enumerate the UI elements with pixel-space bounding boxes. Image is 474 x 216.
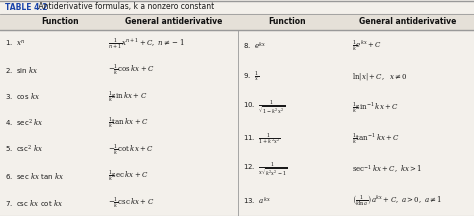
Text: $\frac{1}{k}\sin kx + C$: $\frac{1}{k}\sin kx + C$ bbox=[108, 89, 147, 104]
Bar bbox=[0, 14, 474, 30]
Text: 8.  $e^{kx}$: 8. $e^{kx}$ bbox=[243, 40, 266, 51]
Text: $\frac{1}{k}\tan^{-1} kx + C$: $\frac{1}{k}\tan^{-1} kx + C$ bbox=[352, 131, 400, 146]
Text: $\ln|x| + C,\ \ x \neq 0$: $\ln|x| + C,\ \ x \neq 0$ bbox=[352, 71, 408, 82]
Text: Antiderivative formulas, k a nonzero constant: Antiderivative formulas, k a nonzero con… bbox=[36, 3, 214, 11]
Text: $\frac{1}{k}\sin^{-1} kx + C$: $\frac{1}{k}\sin^{-1} kx + C$ bbox=[352, 100, 399, 115]
Text: 10.  $\frac{1}{\sqrt{1-k^2x^2}}$: 10. $\frac{1}{\sqrt{1-k^2x^2}}$ bbox=[243, 99, 285, 116]
Text: $\frac{1}{k}e^{kx} + C$: $\frac{1}{k}e^{kx} + C$ bbox=[352, 38, 382, 53]
Text: 6.  sec $kx$ tan $kx$: 6. sec $kx$ tan $kx$ bbox=[5, 171, 64, 181]
Text: $\frac{1}{k}\sec kx + C$: $\frac{1}{k}\sec kx + C$ bbox=[108, 169, 149, 183]
Text: 1.  $x^n$: 1. $x^n$ bbox=[5, 38, 25, 48]
Text: Function: Function bbox=[41, 17, 79, 27]
Text: $-\frac{1}{k}\cos kx + C$: $-\frac{1}{k}\cos kx + C$ bbox=[108, 63, 155, 77]
Text: $\left(\frac{1}{k\ln a}\right)a^{kx} + C,\ a>0,\ a\neq 1$: $\left(\frac{1}{k\ln a}\right)a^{kx} + C… bbox=[352, 193, 442, 208]
Text: 12.  $\frac{1}{x\sqrt{k^2x^2-1}}$: 12. $\frac{1}{x\sqrt{k^2x^2-1}}$ bbox=[243, 161, 288, 178]
Text: 9.  $\frac{1}{x}$: 9. $\frac{1}{x}$ bbox=[243, 70, 259, 83]
Text: TABLE 4.2: TABLE 4.2 bbox=[5, 3, 47, 11]
Text: General antiderivative: General antiderivative bbox=[125, 17, 223, 27]
Text: $\frac{1}{n+1}x^{n+1} + C,\ n \neq -1$: $\frac{1}{n+1}x^{n+1} + C,\ n \neq -1$ bbox=[108, 36, 184, 51]
Text: $\sec^{-1} kx + C,\ kx > 1$: $\sec^{-1} kx + C,\ kx > 1$ bbox=[352, 164, 422, 175]
Text: 7.  csc $kx$ cot $kx$: 7. csc $kx$ cot $kx$ bbox=[5, 198, 64, 208]
Text: $-\frac{1}{k}\cot kx + C$: $-\frac{1}{k}\cot kx + C$ bbox=[108, 142, 154, 157]
Text: General antiderivative: General antiderivative bbox=[359, 17, 456, 27]
Text: 3.  cos $kx$: 3. cos $kx$ bbox=[5, 91, 40, 102]
Text: $\frac{1}{k}\tan kx + C$: $\frac{1}{k}\tan kx + C$ bbox=[108, 116, 148, 130]
Text: 11.  $\frac{1}{1+k^2x^2}$: 11. $\frac{1}{1+k^2x^2}$ bbox=[243, 131, 281, 146]
Text: Function: Function bbox=[268, 17, 306, 27]
Text: 5.  csc$^2$ $kx$: 5. csc$^2$ $kx$ bbox=[5, 144, 43, 155]
Text: 4.  sec$^2$ $kx$: 4. sec$^2$ $kx$ bbox=[5, 117, 44, 129]
Text: $-\frac{1}{k}\csc kx + C$: $-\frac{1}{k}\csc kx + C$ bbox=[108, 195, 155, 210]
Text: 2.  sin $kx$: 2. sin $kx$ bbox=[5, 65, 38, 75]
Text: 13.  $a^{kx}$: 13. $a^{kx}$ bbox=[243, 195, 271, 206]
